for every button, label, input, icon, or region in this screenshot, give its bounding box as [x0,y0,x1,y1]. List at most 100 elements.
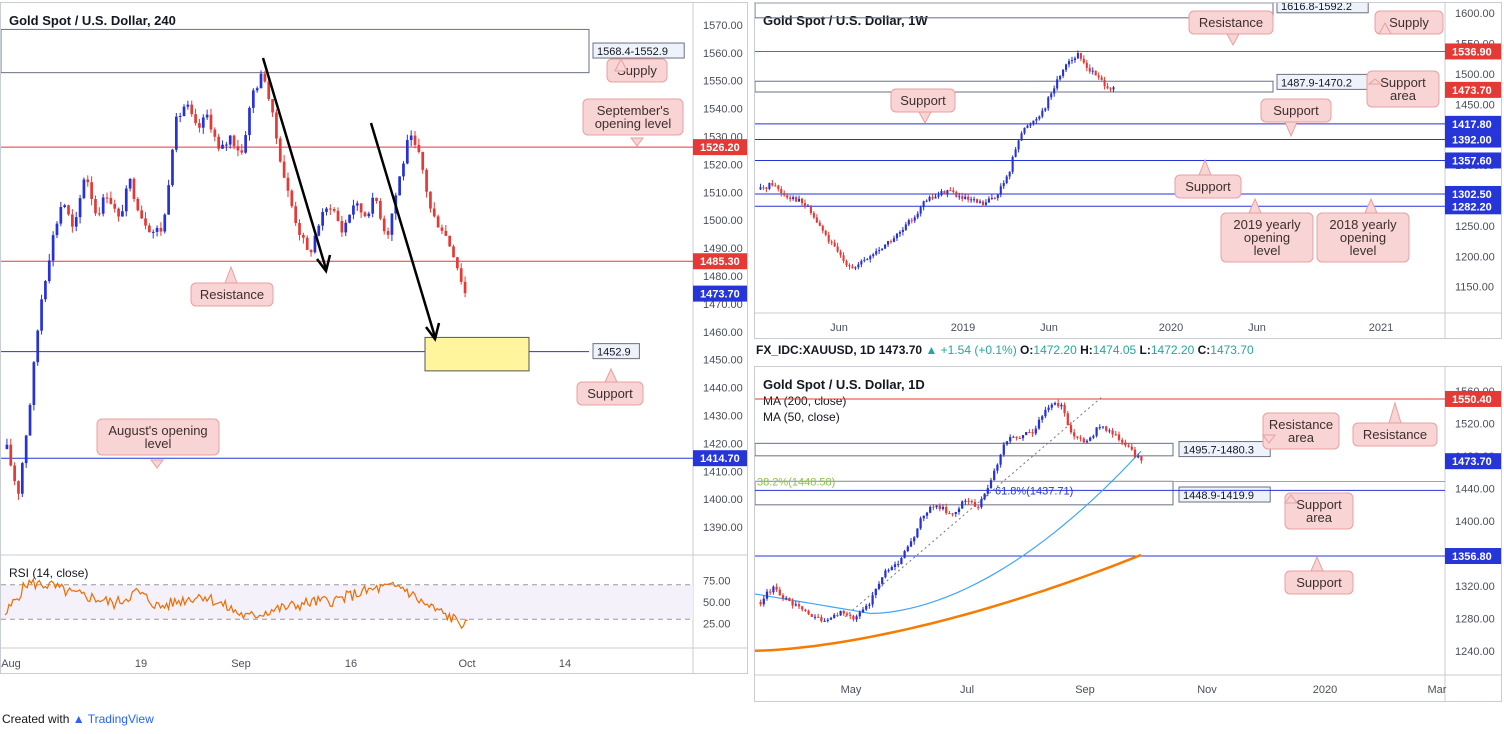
candle-body [993,197,996,199]
tradingview-brand[interactable]: TradingView [87,712,154,726]
candle-body [929,506,932,513]
candle-body [328,208,332,210]
candle-body [332,209,336,211]
candle-body [897,564,900,566]
y-tick-label: 1520.00 [1455,419,1495,431]
candle-body [336,210,340,222]
price-tag [693,253,747,270]
price-tag-label: 1473.70 [700,289,740,301]
august-opening-annotation-text: August's opening [108,423,207,438]
candle-body [232,135,236,147]
low-label: L: [1139,343,1151,357]
daily-chart[interactable]: 1560.001520.001480.001440.001400.001360.… [755,367,1501,701]
candle-body [887,570,890,572]
september-opening-annotation-box [582,98,684,136]
candle-body [417,144,421,152]
candle-body [217,136,221,149]
candle-body [1101,426,1105,428]
high-label: H: [1080,343,1093,357]
candle-body [1044,108,1047,111]
daily-chart-panel[interactable]: 1560.001520.001480.001440.001400.001360.… [754,366,1502,702]
candle-body [1002,183,1005,187]
candle-body [317,225,321,236]
candle-body [1073,432,1076,437]
zone-label: 1487.9-1470.2 [1281,77,1352,89]
candle-body [810,614,813,617]
candle-body [818,222,821,226]
y-tick-label: 1470.00 [703,299,743,311]
price-tag-label: 1302.50 [1452,189,1492,201]
h4-chart[interactable]: 1570.001560.001550.001540.001530.001520.… [1,3,747,673]
candle-body [952,190,955,192]
price-tag [1445,115,1501,132]
support-area-annotation-text: Support [1296,497,1342,512]
candle-body [144,218,147,226]
candle-body [970,199,973,201]
x-tick-label: 2020 [1313,684,1337,696]
rsi-tick-label: 75.00 [703,576,731,588]
candle-body [872,254,875,257]
candle-body [163,214,167,232]
candle-body [774,185,777,187]
support-annotation-pointer [604,367,618,383]
x-tick-label: Oct [458,658,475,670]
candle-body [769,591,772,593]
candle-body [1065,64,1068,70]
candle-body [913,537,916,542]
x-tick-label: Jun [830,322,848,334]
candle-body [1076,53,1079,59]
candle-body [976,199,979,203]
candle-body [286,177,290,191]
candle-body [935,505,938,508]
resistance-area-annotation-pointer [1262,434,1276,444]
y-tick-label: 1200.00 [1455,251,1495,263]
candle-body [925,200,928,202]
price-tag [693,285,747,302]
candle-body [922,515,925,519]
candle-body [9,444,13,466]
arrow-1-head [316,254,332,274]
candle-body [765,591,769,599]
tradingview-logo-icon[interactable]: ▲ [72,712,85,726]
candle-body [101,197,105,214]
candle-body [44,281,47,300]
candle-body [887,241,890,245]
yearly-2018-annotation-pointer [1364,197,1378,214]
yearly-2018-annotation-text: 2018 yearly [1329,217,1397,232]
support-area-annotation-pointer [1284,494,1298,504]
candle-body [937,195,940,197]
weekly-chart[interactable]: 1600.001550.001500.001450.001400.001350.… [755,3,1501,338]
candle-body [28,404,32,436]
candle-body [382,218,386,232]
candle-body [826,619,829,621]
candle-body [964,196,967,199]
candle-body [398,176,401,196]
candle-body [221,144,224,149]
y-tick-label: 1560.00 [703,48,743,60]
candle-body [97,213,101,215]
candle-body [1031,432,1034,434]
candle-body [903,551,906,559]
candle-body [783,193,786,196]
candle-body [263,73,267,82]
candle-body [386,231,390,235]
candle-body [869,256,872,260]
candle-body [78,198,82,218]
candle-body [379,200,382,219]
open-value: 1472.20 [1033,343,1077,357]
candle-body [1038,116,1041,119]
candle-body [1005,176,1008,184]
candle-body [1032,120,1035,125]
h4-chart-panel[interactable]: 1570.00 1560.00 1550.00 1540.00 1530.00 1520.… [0,2,748,674]
support-annotation-text: Support [1296,575,1342,590]
supply-annotation-pointer [614,57,628,72]
candle-body [171,149,174,186]
candle-body [804,609,807,611]
weekly-chart-panel[interactable]: 1600.001550.001500.001450.001400.001350.… [754,2,1502,339]
candle-body [792,197,795,200]
candle-body [363,212,367,217]
candle-body [36,330,40,363]
y-tick-label: 1460.00 [703,327,743,339]
candle-body [1082,438,1085,443]
candle-body [954,512,957,514]
